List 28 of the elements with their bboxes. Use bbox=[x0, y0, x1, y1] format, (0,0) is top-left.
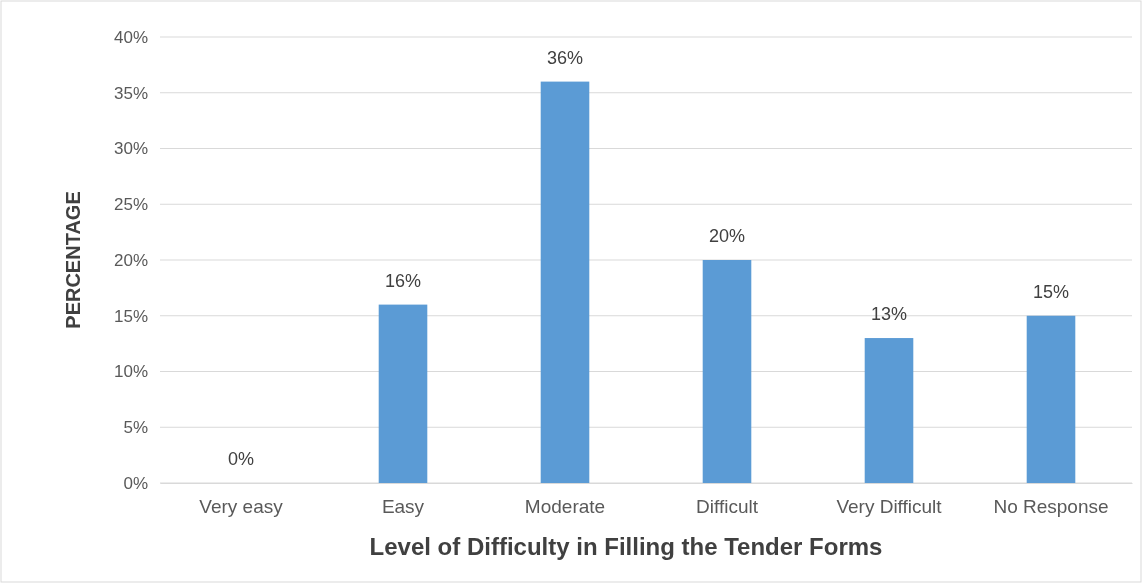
x-tick-label: Very easy bbox=[199, 496, 284, 518]
bar bbox=[540, 81, 590, 483]
data-label: 16% bbox=[384, 270, 422, 291]
x-tick-label: Easy bbox=[381, 496, 425, 518]
bar bbox=[864, 338, 914, 483]
x-tick-label: Difficult bbox=[696, 496, 759, 518]
y-tick-label: 15% bbox=[113, 306, 148, 326]
data-label: 36% bbox=[546, 47, 584, 68]
y-tick-label: 0% bbox=[123, 473, 148, 493]
x-tick-label: No Response bbox=[993, 496, 1109, 518]
y-tick-label: 35% bbox=[113, 83, 148, 103]
x-tick-label: Moderate bbox=[524, 496, 606, 518]
x-axis-title: Level of Difficulty in Filling the Tender Forms bbox=[369, 533, 883, 560]
bar bbox=[702, 260, 752, 483]
data-label: 0% bbox=[227, 449, 255, 469]
x-tick-label: Very Difficult bbox=[836, 496, 943, 518]
data-label: 15% bbox=[1032, 281, 1070, 302]
y-tick-label: 30% bbox=[113, 139, 148, 159]
data-label: 13% bbox=[870, 304, 908, 325]
y-tick-label: 5% bbox=[123, 418, 148, 438]
y-tick-label: 10% bbox=[113, 362, 148, 382]
y-tick-label: 25% bbox=[113, 195, 148, 215]
bar bbox=[378, 304, 428, 483]
y-tick-label: 20% bbox=[113, 250, 148, 270]
data-label: 20% bbox=[708, 226, 746, 246]
bar bbox=[1026, 315, 1076, 483]
y-axis-title: PERCENTAGE bbox=[62, 191, 84, 329]
y-tick-label: 40% bbox=[113, 27, 148, 47]
